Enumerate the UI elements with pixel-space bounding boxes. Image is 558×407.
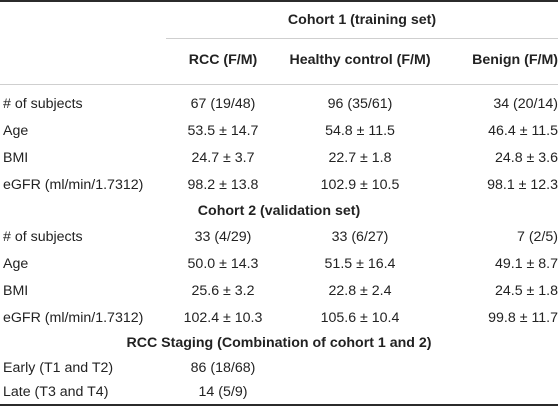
benign-value: 24.5 ± 1.8: [494, 283, 558, 299]
rcc-value: 24.7 ± 3.7: [191, 150, 255, 166]
column-header-healthy: Healthy control (F/M): [289, 52, 431, 68]
benign-value: 46.4 ± 11.5: [488, 123, 558, 139]
row-label: BMI: [3, 150, 29, 166]
table-top-rule: [0, 0, 558, 2]
healthy-value: 102.9 ± 10.5: [320, 177, 400, 193]
healthy-value: 33 (6/27): [331, 229, 389, 245]
staging-title: RCC Staging (Combination of cohort 1 and…: [126, 335, 432, 351]
header-bottom-rule: [0, 84, 558, 85]
healthy-value: 51.5 ± 16.4: [324, 256, 396, 272]
column-header-benign: Benign (F/M): [472, 52, 558, 68]
table-bottom-rule: [0, 404, 558, 406]
rcc-value: 25.6 ± 3.2: [191, 283, 255, 299]
row-label: Age: [3, 256, 29, 272]
row-label: Early (T1 and T2): [3, 360, 114, 376]
cohort2-title: Cohort 2 (validation set): [197, 203, 361, 219]
rcc-value: 33 (4/29): [194, 229, 252, 245]
healthy-value: 96 (35/61): [327, 96, 393, 112]
row-label: eGFR (ml/min/1.7312): [3, 177, 144, 193]
row-label: # of subjects: [3, 96, 83, 112]
rcc-value: 67 (19/48): [190, 96, 256, 112]
benign-value: 34 (20/14): [493, 96, 558, 112]
rcc-value: 98.2 ± 13.8: [187, 177, 259, 193]
rcc-value: 14 (5/9): [198, 384, 248, 400]
rcc-value: 86 (18/68): [190, 360, 256, 376]
cohort1-header-rule: [166, 38, 558, 39]
benign-value: 99.8 ± 11.7: [488, 310, 558, 326]
rcc-value: 50.0 ± 14.3: [187, 256, 259, 272]
healthy-value: 22.8 ± 2.4: [328, 283, 392, 299]
cohort1-title: Cohort 1 (training set): [287, 12, 437, 28]
benign-value: 24.8 ± 3.6: [494, 150, 558, 166]
healthy-value: 54.8 ± 11.5: [325, 123, 395, 139]
healthy-value: 105.6 ± 10.4: [320, 310, 400, 326]
column-header-rcc: RCC (F/M): [188, 52, 258, 68]
row-label: eGFR (ml/min/1.7312): [3, 310, 144, 326]
row-label: # of subjects: [3, 229, 83, 245]
row-label: Late (T3 and T4): [3, 384, 109, 400]
benign-value: 98.1 ± 12.3: [487, 177, 558, 193]
rcc-value: 53.5 ± 14.7: [187, 123, 259, 139]
row-label: Age: [3, 123, 29, 139]
benign-value: 7 (2/5): [516, 229, 558, 245]
row-label: BMI: [3, 283, 29, 299]
benign-value: 49.1 ± 8.7: [494, 256, 558, 272]
healthy-value: 22.7 ± 1.8: [328, 150, 392, 166]
rcc-value: 102.4 ± 10.3: [183, 310, 263, 326]
